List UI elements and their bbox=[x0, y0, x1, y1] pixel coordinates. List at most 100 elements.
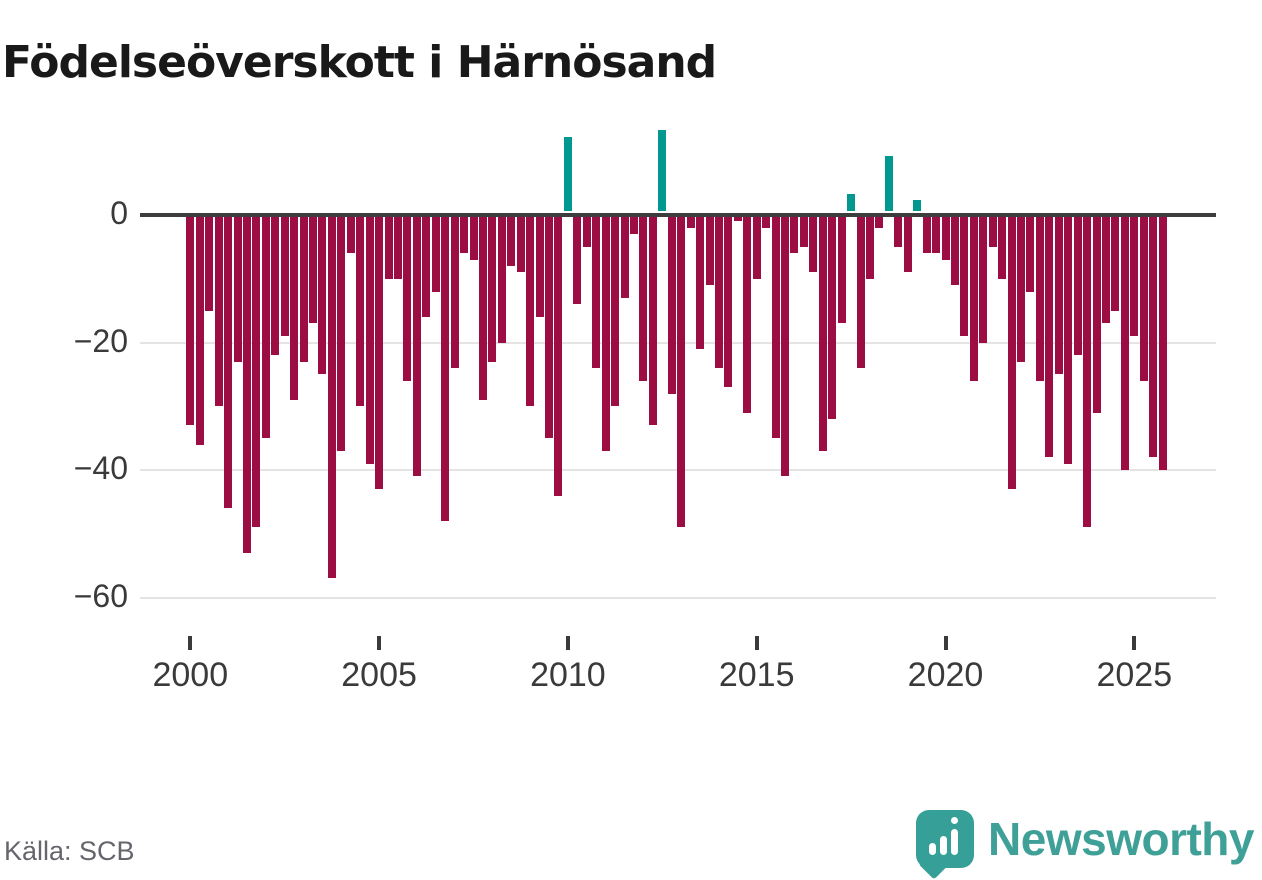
x-axis-tick-label: 2005 bbox=[341, 656, 417, 694]
negative-bar bbox=[1055, 217, 1063, 375]
negative-bar bbox=[894, 217, 902, 247]
positive-bar bbox=[847, 193, 855, 211]
negative-bar bbox=[838, 217, 846, 324]
x-axis-tick-label: 2025 bbox=[1096, 656, 1173, 694]
negative-bar bbox=[668, 217, 676, 394]
negative-bar bbox=[290, 217, 298, 400]
negative-bar bbox=[611, 217, 619, 407]
y-gridline bbox=[140, 596, 1216, 599]
negative-bar bbox=[186, 217, 194, 426]
negative-bar bbox=[932, 217, 940, 254]
logo-exclamation-dot bbox=[951, 817, 959, 824]
negative-bar bbox=[441, 217, 449, 521]
negative-bar bbox=[1149, 217, 1157, 458]
negative-bar bbox=[1036, 217, 1044, 381]
negative-bar bbox=[1159, 217, 1167, 470]
negative-bar bbox=[687, 217, 695, 228]
positive-bar bbox=[913, 200, 921, 211]
negative-bar bbox=[1093, 217, 1101, 413]
negative-bar bbox=[706, 217, 714, 286]
negative-bar bbox=[734, 217, 742, 222]
negative-bar bbox=[488, 217, 496, 362]
negative-bar bbox=[1008, 217, 1016, 490]
negative-bar bbox=[526, 217, 534, 407]
negative-bar bbox=[715, 217, 723, 368]
negative-bar bbox=[724, 217, 732, 388]
negative-bar bbox=[309, 217, 317, 324]
x-axis-tick-mark bbox=[943, 636, 948, 650]
negative-bar bbox=[762, 217, 770, 228]
x-axis-tick-mark bbox=[754, 636, 759, 650]
y-axis-tick-label: 0 bbox=[110, 195, 128, 231]
x-axis-tick-mark bbox=[377, 636, 382, 650]
negative-bar bbox=[432, 217, 440, 292]
negative-bar bbox=[281, 217, 289, 337]
y-axis-tick-label: −20 bbox=[73, 322, 128, 359]
negative-bar bbox=[347, 217, 355, 254]
negative-bar bbox=[923, 217, 931, 254]
negative-bar bbox=[366, 217, 374, 464]
positive-bar bbox=[564, 136, 572, 211]
negative-bar bbox=[385, 217, 393, 279]
negative-bar bbox=[224, 217, 232, 509]
negative-bar bbox=[394, 217, 402, 279]
negative-bar bbox=[1102, 217, 1110, 324]
negative-bar bbox=[960, 217, 968, 337]
negative-bar bbox=[677, 217, 685, 528]
negative-bar bbox=[479, 217, 487, 400]
negative-bar bbox=[630, 217, 638, 235]
negative-bar bbox=[639, 217, 647, 381]
x-axis-tick-mark bbox=[1132, 636, 1137, 650]
negative-bar bbox=[517, 217, 525, 273]
negative-bar bbox=[271, 217, 279, 356]
negative-bar bbox=[772, 217, 780, 439]
negative-bar bbox=[819, 217, 827, 451]
negative-bar bbox=[781, 217, 789, 477]
positive-bar bbox=[658, 130, 666, 211]
negative-bar bbox=[989, 217, 997, 247]
negative-bar bbox=[753, 217, 761, 279]
logo-wordmark: Newsworthy bbox=[988, 813, 1254, 865]
logo-bar-tall bbox=[951, 829, 959, 855]
negative-bar bbox=[979, 217, 987, 343]
negative-bar bbox=[356, 217, 364, 407]
negative-bar bbox=[857, 217, 865, 368]
negative-bar bbox=[243, 217, 251, 553]
negative-bar bbox=[262, 217, 270, 439]
chart-title: Födelseöverskott i Härnösand bbox=[2, 37, 717, 89]
negative-bar bbox=[375, 217, 383, 490]
negative-bar bbox=[337, 217, 345, 451]
negative-bar bbox=[1130, 217, 1138, 337]
x-axis-tick-label: 2020 bbox=[907, 656, 984, 694]
negative-bar bbox=[1017, 217, 1025, 362]
negative-bar bbox=[215, 217, 223, 407]
negative-bar bbox=[1111, 217, 1119, 311]
negative-bar bbox=[252, 217, 260, 528]
negative-bar bbox=[318, 217, 326, 375]
negative-bar bbox=[536, 217, 544, 317]
y-axis-tick-label: −40 bbox=[73, 450, 128, 486]
negative-bar bbox=[998, 217, 1006, 279]
x-axis-tick-mark bbox=[188, 636, 193, 650]
negative-bar bbox=[875, 217, 883, 228]
newsworthy-logo: Newsworthy bbox=[916, 810, 1254, 880]
negative-bar bbox=[1074, 217, 1082, 356]
negative-bar bbox=[800, 217, 808, 247]
negative-bar bbox=[790, 217, 798, 254]
negative-bar bbox=[696, 217, 704, 349]
negative-bar bbox=[470, 217, 478, 260]
negative-bar bbox=[649, 217, 657, 426]
x-axis-tick-label: 2000 bbox=[152, 656, 229, 694]
source-note: Källa: SCB bbox=[4, 836, 135, 866]
negative-bar bbox=[828, 217, 836, 419]
negative-bar bbox=[460, 217, 468, 254]
negative-bar bbox=[1121, 217, 1129, 470]
negative-bar bbox=[205, 217, 213, 311]
negative-bar bbox=[743, 217, 751, 413]
negative-bar bbox=[545, 217, 553, 439]
negative-bar bbox=[498, 217, 506, 343]
negative-bar bbox=[583, 217, 591, 247]
negative-bar bbox=[328, 217, 336, 579]
negative-bar bbox=[951, 217, 959, 286]
